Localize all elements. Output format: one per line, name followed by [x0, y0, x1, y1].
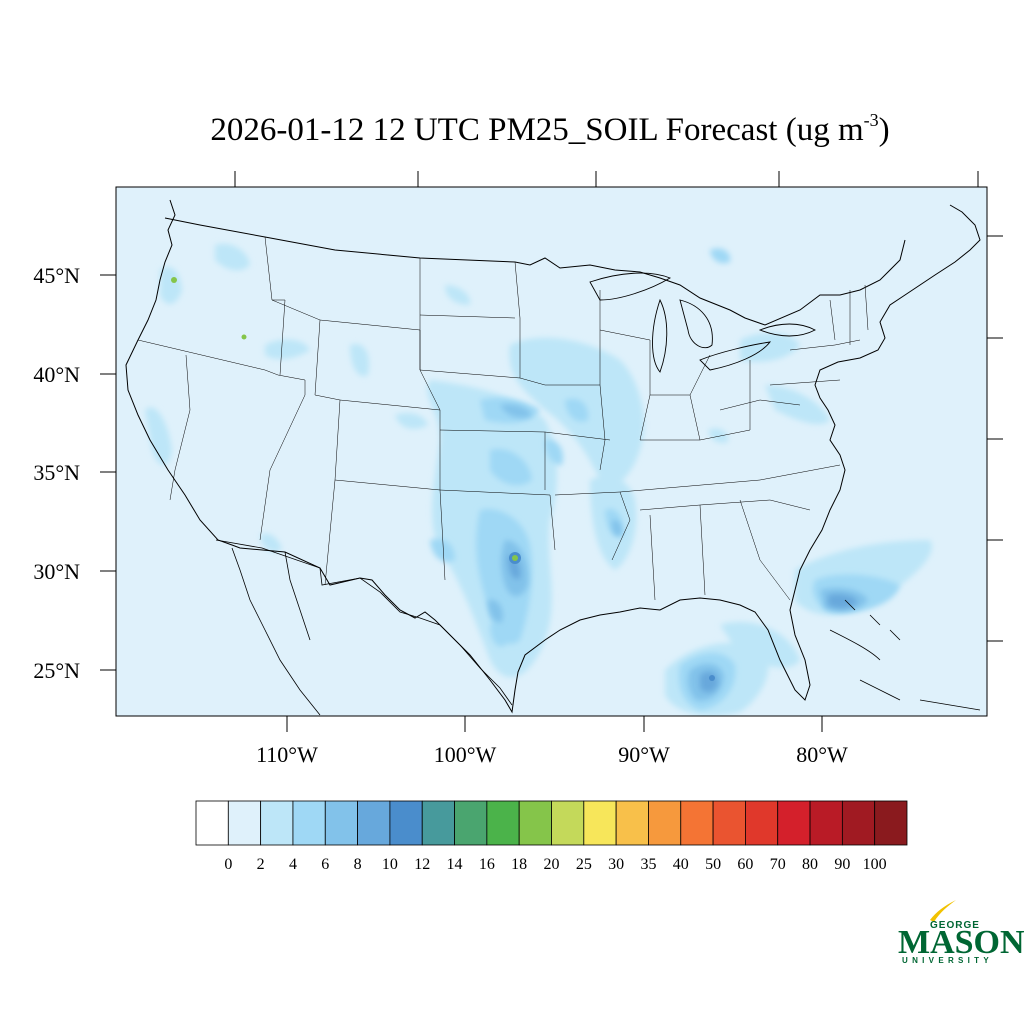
title-close: )	[878, 112, 890, 148]
latitude-labels: 45°N 40°N 35°N 30°N 25°N	[33, 263, 80, 683]
colorbar-swatch	[260, 800, 294, 846]
hotspot	[709, 675, 715, 681]
colorbar-swatch	[486, 800, 520, 846]
logo-swoosh-icon	[930, 900, 956, 922]
colorbar-label: 16	[479, 856, 495, 873]
logo-line3: UNIVERSITY	[902, 956, 994, 965]
colorbar-swatch	[357, 800, 391, 846]
colorbar-label: 80	[802, 856, 818, 873]
lat-label: 25°N	[33, 658, 80, 683]
colorbar-label: 50	[705, 856, 721, 873]
colorbar-label: 8	[354, 856, 362, 873]
lon-label: 90°W	[618, 742, 670, 767]
field-hotspots	[171, 277, 715, 681]
hotspot	[241, 334, 247, 340]
lat-label: 35°N	[33, 460, 80, 485]
lat-label: 40°N	[33, 362, 80, 387]
logo-line2: MASON	[898, 924, 1024, 961]
map-title: 2026-01-12 12 UTC PM25_SOIL Forecast (ug…	[0, 110, 1024, 149]
colorbar-label: 90	[834, 856, 850, 873]
colorbar-swatch	[421, 800, 455, 846]
colorbar-swatch	[454, 800, 488, 846]
colorbar: 0 2 4 6 8 10 12 14 16 18 20 25 30 35 40 50 60 70 80 90 100	[195, 800, 908, 873]
colorbar-swatch	[324, 800, 358, 846]
longitude-labels: 110°W 100°W 90°W 80°W	[256, 742, 848, 767]
colorbar-label: 6	[321, 856, 329, 873]
colorbar-label: 35	[640, 856, 656, 873]
great-lakes	[589, 272, 816, 373]
lon-label: 80°W	[796, 742, 848, 767]
caribbean-islands	[829, 599, 981, 711]
colorbar-label: 70	[770, 856, 786, 873]
colorbar-label: 30	[608, 856, 624, 873]
colorbar-swatch	[518, 800, 552, 846]
colorbar-swatch	[809, 800, 843, 846]
lat-label: 45°N	[33, 263, 80, 288]
map-panel: 45°N 40°N 35°N 30°N 25°N 110°W 100°W 90°…	[33, 171, 1003, 767]
logo-line1: GEORGE	[930, 920, 980, 931]
colorbar-swatch	[551, 800, 585, 846]
state-borders	[137, 236, 869, 601]
axis-ticks	[100, 171, 1003, 732]
colorbar-swatch	[648, 800, 682, 846]
colorbar-swatch	[227, 800, 262, 846]
conus-outline	[125, 199, 981, 714]
hotspot	[171, 277, 177, 283]
colorbar-swatch	[292, 800, 326, 846]
colorbar-label: 14	[447, 856, 463, 873]
baja	[231, 547, 321, 716]
lon-label: 110°W	[256, 742, 318, 767]
colorbar-swatch	[615, 800, 649, 846]
colorbar-label: 18	[511, 856, 527, 873]
concentration-field	[145, 243, 932, 716]
colorbar-label: 2	[257, 856, 265, 873]
map-frame	[115, 186, 988, 717]
colorbar-swatch	[389, 800, 423, 846]
title-text: 2026-01-12 12 UTC PM25_SOIL Forecast (ug…	[210, 112, 864, 148]
colorbar-swatch	[712, 800, 746, 846]
colorbar-swatch	[680, 800, 714, 846]
colorbar-swatch	[874, 800, 908, 846]
colorbar-label: 0	[224, 856, 232, 873]
colorbar-swatch	[745, 800, 779, 846]
colorbar-swatch	[841, 800, 876, 846]
colorbar-swatch	[777, 800, 811, 846]
title-exponent: -3	[863, 110, 879, 130]
colorbar-swatch	[583, 800, 617, 846]
gmu-logo: GEORGE MASON UNIVERSITY	[898, 898, 1024, 968]
colorbar-label: 12	[414, 856, 430, 873]
colorbar-label: 40	[673, 856, 689, 873]
colorbar-label: 10	[382, 856, 398, 873]
colorbar-swatch	[195, 800, 229, 846]
lon-label: 100°W	[434, 742, 497, 767]
lat-label: 30°N	[33, 559, 80, 584]
colorbar-label: 25	[576, 856, 592, 873]
colorbar-label: 4	[289, 856, 297, 873]
colorbar-label: 20	[544, 856, 560, 873]
mexico-border	[215, 539, 513, 706]
colorbar-label: 100	[863, 856, 887, 873]
colorbar-label: 60	[737, 856, 753, 873]
hotspot	[512, 555, 518, 561]
